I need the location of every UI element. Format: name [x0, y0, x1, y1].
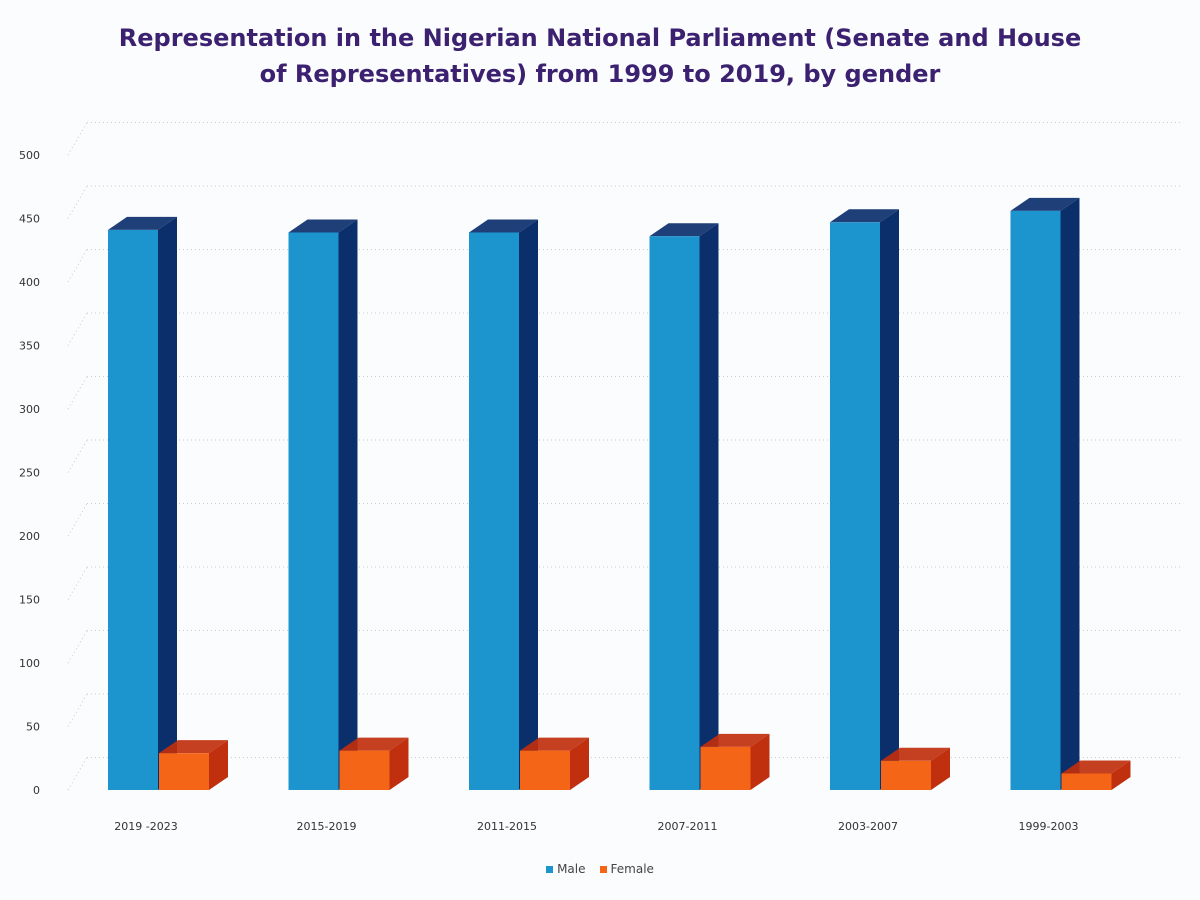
- legend-item-male: Male: [546, 862, 586, 876]
- bar-top-female: [700, 733, 770, 747]
- y-tick-label: 400: [19, 276, 40, 289]
- x-tick-label: 2003-2007: [838, 820, 898, 833]
- legend-label-female: Female: [610, 862, 654, 876]
- y-tick-label: 200: [19, 530, 40, 543]
- bar-side-male: [1060, 197, 1080, 790]
- bar-male: [830, 222, 880, 790]
- bar-side-male: [338, 219, 358, 791]
- bar-top-male: [108, 216, 177, 230]
- x-tick-label: 2019 -2023: [114, 820, 177, 833]
- legend-item-female: Female: [599, 862, 654, 876]
- legend-swatch-male: [546, 865, 554, 873]
- bar-female: [1061, 773, 1112, 790]
- y-tick-label: 350: [19, 340, 40, 353]
- bar-male: [469, 232, 519, 791]
- bar-female: [700, 746, 751, 790]
- bar-female: [520, 750, 570, 790]
- bar-top-female: [881, 747, 950, 761]
- bar-top-male: [1010, 197, 1080, 211]
- bar-male: [649, 236, 700, 790]
- bar-top-female: [339, 737, 409, 751]
- y-tick-label: 300: [19, 403, 40, 416]
- y-tick-label: 0: [33, 784, 40, 797]
- gridline-depth: [67, 122, 88, 156]
- bar-side-male: [519, 219, 538, 791]
- bar-top-female: [159, 740, 228, 754]
- bar-male: [288, 232, 339, 791]
- bar-side-male: [158, 216, 177, 790]
- gridline-depth: [67, 757, 88, 791]
- gridline-depth: [67, 376, 88, 410]
- gridline-depth: [67, 439, 88, 473]
- gridline-depth: [67, 312, 88, 346]
- gridline-depth: [67, 185, 88, 219]
- x-tick-label: 1999-2003: [1019, 820, 1079, 833]
- bar-male: [108, 229, 158, 790]
- bar-side-female: [750, 733, 770, 790]
- chart-title-line-1: Representation in the Nigerian National …: [118, 24, 1082, 52]
- bar-side-female: [570, 737, 589, 790]
- x-tick-label: 2011-2015: [477, 820, 537, 833]
- bar-top-male: [288, 219, 358, 233]
- y-tick-label: 500: [19, 149, 40, 162]
- bar-side-female: [931, 747, 950, 790]
- bar-side-female: [1111, 760, 1131, 790]
- chart-title-line-2: of Representatives) from 1999 to 2019, b…: [259, 60, 941, 88]
- gridline-depth: [67, 693, 88, 727]
- bar-side-male: [880, 209, 899, 790]
- y-tick-label: 150: [19, 594, 40, 607]
- y-tick-label: 450: [19, 213, 40, 226]
- bar-top-male: [649, 223, 719, 237]
- bar-male: [1010, 210, 1061, 790]
- x-tick-label: 2007-2011: [658, 820, 718, 833]
- chart-legend: Male Female: [0, 862, 1200, 876]
- y-tick-label: 50: [26, 721, 40, 734]
- gridline-depth: [67, 503, 88, 537]
- gridline-depth: [67, 566, 88, 600]
- bar-female: [881, 760, 931, 790]
- legend-swatch-female: [599, 865, 607, 873]
- x-tick-label: 2015-2019: [297, 820, 357, 833]
- bar-top-male: [469, 219, 538, 233]
- bar-female: [339, 750, 390, 790]
- y-tick-label: 250: [19, 467, 40, 480]
- bar-top-male: [830, 209, 899, 223]
- y-tick-label: 100: [19, 657, 40, 670]
- bar-top-female: [520, 737, 589, 751]
- bar-female: [159, 753, 209, 790]
- legend-label-male: Male: [557, 862, 586, 876]
- gridline-depth: [67, 249, 88, 283]
- chart-title: Representation in the Nigerian National …: [100, 20, 1100, 92]
- gridline-depth: [67, 630, 88, 664]
- bar-side-female: [209, 740, 228, 790]
- bar-side-male: [699, 223, 719, 790]
- bar-top-female: [1061, 760, 1131, 774]
- bar-side-female: [389, 737, 409, 790]
